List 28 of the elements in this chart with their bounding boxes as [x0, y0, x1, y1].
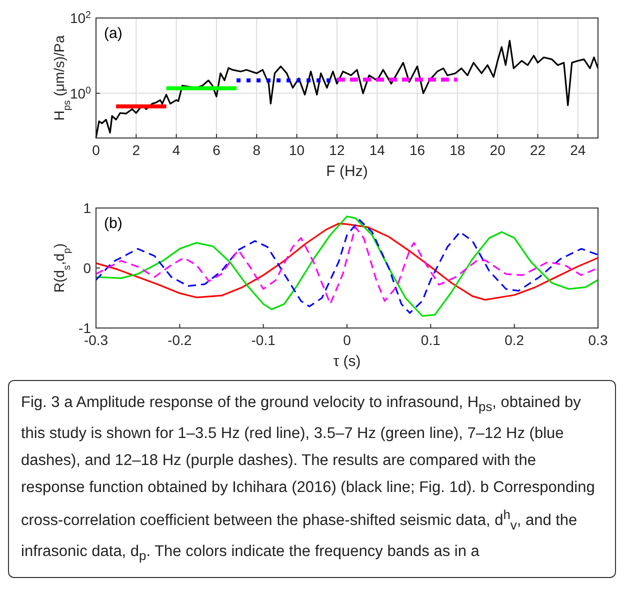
x-tick-label: 0: [343, 332, 352, 348]
text: (b): [104, 215, 122, 232]
text: Fig. 3 a Amplitude response of the ground velocity to infrasound, H$_{ps}$, obtained by this study is shown for 1–3.5 Hz (red line), 3.5–7 Hz (green line), 7–12 Hz (blue dashes), and 12–18 Hz (purple dashes). The results are compared with the response function obtained by Ichihara (2016) (black line; Fig. 1d). b Corresponding cross-correlation coefficient between the phase-shifted seismic data, d$^{h}$$_{v}$, and the infrasonic data, d$_{p}$. The colors indicate the frequency bands as in a: [21, 394, 595, 564]
x-tick-label: 10: [289, 142, 305, 158]
x-tick-label: 12: [329, 142, 345, 158]
x-tick-label: 4: [172, 142, 180, 158]
x-tick-label: 14: [369, 142, 386, 158]
x-tick-label: 24: [570, 142, 586, 158]
x-tick-label: 6: [212, 142, 221, 158]
x-tick-label: 16: [409, 142, 426, 158]
x-tick-label: -0.2: [168, 332, 192, 348]
x-tick-label: -0.1: [251, 332, 276, 348]
x-tick-label: 8: [252, 142, 261, 158]
x-tick-label: 20: [490, 142, 506, 158]
y-tick-label: 0: [83, 260, 92, 276]
x-tick-label: 18: [450, 142, 466, 158]
y-tick-label: 10$^{2}$: [70, 10, 91, 26]
y-tick-label: 10$^{0}$: [70, 84, 92, 102]
line-series: [95, 40, 599, 139]
x-tick-label: 22: [530, 142, 546, 158]
x-axis-title: τ (s): [333, 353, 361, 370]
x-axis-title: F (Hz): [326, 163, 368, 180]
text: (a): [104, 25, 122, 42]
x-tick-label: 0.2: [504, 332, 524, 348]
y-tick-label: 1: [83, 200, 92, 216]
x-tick-label: 0.3: [588, 332, 608, 348]
x-tick-label: 2: [132, 142, 140, 158]
x-tick-label: 0.1: [420, 332, 441, 348]
